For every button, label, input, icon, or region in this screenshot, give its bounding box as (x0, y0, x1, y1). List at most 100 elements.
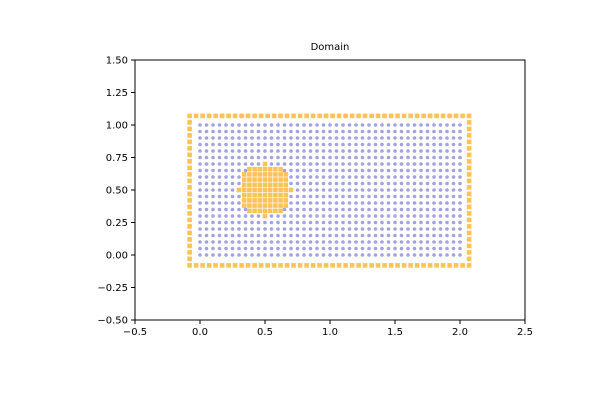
data-point-circle (321, 201, 326, 205)
data-point-circle (341, 149, 345, 153)
data-point-circle (204, 168, 209, 173)
data-point-circle (406, 136, 410, 140)
data-point-square (343, 263, 348, 268)
data-point-circle (315, 168, 319, 173)
data-point-circle (367, 123, 371, 127)
data-point-circle (354, 175, 358, 179)
data-point-square (288, 187, 294, 193)
data-point-square (421, 263, 426, 268)
data-point-square (187, 120, 192, 125)
data-point-circle (458, 168, 462, 173)
data-point-square (421, 113, 426, 119)
data-point-circle (256, 123, 261, 127)
data-point-circle (289, 123, 293, 127)
data-point-circle (393, 175, 397, 179)
data-point-circle (289, 168, 293, 173)
data-point-circle (399, 142, 404, 147)
data-point-circle (308, 149, 313, 153)
data-point-square (310, 263, 316, 268)
data-point-circle (289, 149, 293, 153)
data-point-circle (263, 123, 267, 127)
data-point-circle (211, 233, 215, 238)
data-point-circle (334, 155, 339, 160)
data-point-circle (354, 168, 358, 173)
data-point-circle (276, 240, 280, 244)
data-point-circle (438, 214, 443, 218)
data-point-circle (380, 168, 384, 173)
data-point-square (323, 263, 329, 268)
data-point-circle (269, 246, 274, 251)
data-point-square (257, 177, 263, 182)
data-point-circle (451, 142, 456, 147)
data-point-circle (438, 227, 443, 231)
data-point-square (283, 192, 289, 198)
data-point-circle (282, 168, 287, 173)
data-point-circle (230, 214, 235, 218)
data-point-circle (282, 214, 287, 218)
data-point-circle (347, 136, 352, 140)
data-point-square (369, 113, 374, 119)
data-point-circle (406, 129, 410, 134)
data-point-circle (243, 136, 248, 140)
data-point-circle (321, 253, 326, 257)
data-point-circle (380, 188, 384, 192)
data-point-circle (412, 136, 417, 140)
data-point-circle (250, 136, 254, 140)
data-point-circle (198, 227, 202, 231)
data-point-circle (360, 194, 365, 199)
data-point-circle (386, 142, 391, 147)
data-point-circle (399, 233, 404, 238)
data-point-circle (334, 233, 339, 238)
data-point-circle (367, 246, 371, 251)
data-point-circle (367, 253, 371, 257)
data-point-circle (458, 155, 462, 160)
data-point-circle (302, 136, 306, 140)
data-point-circle (354, 227, 358, 231)
data-point-square (200, 263, 205, 268)
data-point-circle (302, 162, 306, 166)
data-point-circle (412, 201, 417, 205)
data-point-circle (328, 175, 332, 179)
data-point-circle (393, 214, 397, 218)
data-point-square (382, 263, 387, 268)
data-point-circle (321, 220, 326, 225)
data-point-circle (295, 233, 300, 238)
data-point-circle (328, 253, 332, 257)
axes-layer: −0.5 0.0 0.5 1.0 1.5 2.0 2.5 −0.50 −0.25 0.00 0.25… (97, 56, 533, 339)
data-point-circle (224, 168, 228, 173)
data-point-circle (406, 175, 410, 179)
data-point-square (226, 263, 231, 268)
data-point-circle (250, 214, 254, 218)
data-point-circle (237, 220, 241, 225)
data-point-square (395, 113, 400, 119)
data-point-circle (393, 194, 397, 199)
data-point-square (466, 224, 472, 229)
data-point-circle (308, 168, 313, 173)
data-point-circle (399, 155, 404, 160)
data-point-circle (393, 201, 397, 205)
data-point-circle (328, 214, 332, 218)
data-point-square (466, 191, 472, 197)
data-point-circle (276, 123, 280, 127)
data-point-circle (432, 188, 436, 192)
data-point-circle (282, 162, 287, 166)
data-point-circle (451, 149, 456, 153)
data-point-circle (204, 194, 209, 199)
data-point-circle (282, 155, 287, 160)
data-point-square (247, 166, 252, 172)
data-point-square (273, 192, 278, 198)
data-point-circle (412, 149, 417, 153)
data-point-circle (341, 136, 345, 140)
data-point-circle (341, 253, 345, 257)
data-point-circle (250, 155, 254, 160)
data-point-circle (198, 214, 202, 218)
data-point-circle (386, 123, 391, 127)
data-point-circle (321, 175, 326, 179)
data-point-circle (438, 194, 443, 199)
data-point-circle (321, 136, 326, 140)
data-point-circle (367, 136, 371, 140)
data-point-circle (204, 129, 209, 134)
data-point-square (382, 113, 387, 119)
data-point-circle (380, 220, 384, 225)
data-point-circle (230, 155, 235, 160)
